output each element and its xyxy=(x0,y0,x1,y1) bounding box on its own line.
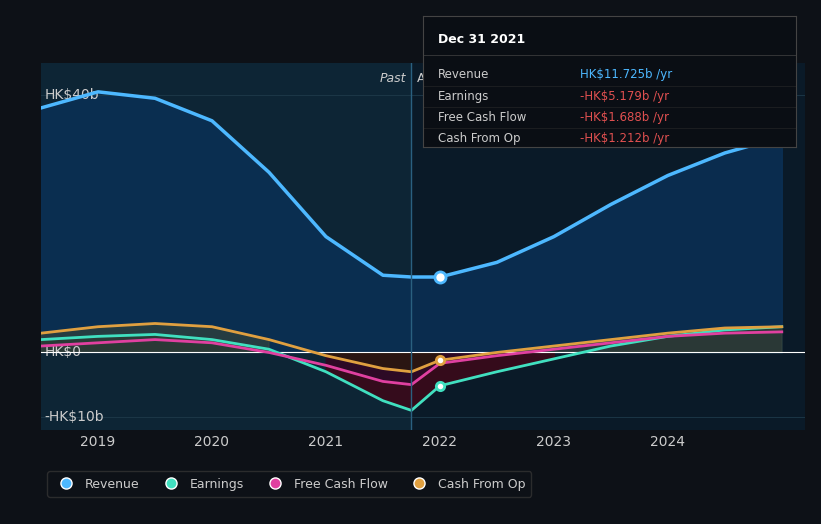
Text: -HK$5.179b /yr: -HK$5.179b /yr xyxy=(580,91,669,103)
Text: -HK$10b: -HK$10b xyxy=(45,410,104,424)
Text: Dec 31 2021: Dec 31 2021 xyxy=(438,33,525,46)
Text: -HK$1.212b /yr: -HK$1.212b /yr xyxy=(580,133,669,145)
Text: -HK$1.688b /yr: -HK$1.688b /yr xyxy=(580,112,669,124)
Text: Free Cash Flow: Free Cash Flow xyxy=(438,112,526,124)
Text: HK$0: HK$0 xyxy=(45,345,82,359)
Legend: Revenue, Earnings, Free Cash Flow, Cash From Op: Revenue, Earnings, Free Cash Flow, Cash … xyxy=(48,471,531,497)
Bar xyxy=(41,63,411,430)
Text: Analysts Forecasts: Analysts Forecasts xyxy=(417,72,534,85)
Text: Past: Past xyxy=(379,72,406,85)
Bar xyxy=(411,63,805,430)
Text: HK$40b: HK$40b xyxy=(45,88,99,102)
Text: Cash From Op: Cash From Op xyxy=(438,133,521,145)
Text: HK$11.725b /yr: HK$11.725b /yr xyxy=(580,68,672,81)
Text: Earnings: Earnings xyxy=(438,91,489,103)
Text: Revenue: Revenue xyxy=(438,68,489,81)
